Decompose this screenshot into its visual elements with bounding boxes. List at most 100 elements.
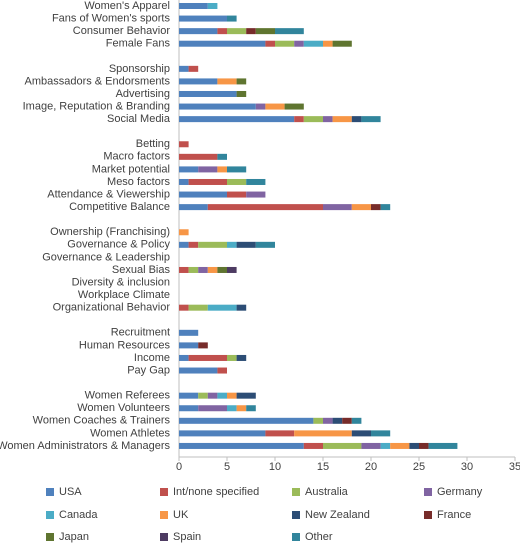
legend-label: France xyxy=(437,509,471,521)
bar-segment xyxy=(255,103,266,110)
legend-swatch xyxy=(160,488,168,496)
bar-segment xyxy=(179,103,256,110)
bar-segment xyxy=(303,116,323,123)
y-tick-label: Attendance & Viewership xyxy=(47,188,170,200)
bar-segment xyxy=(313,417,323,424)
legend-label: Int/none specified xyxy=(173,486,259,498)
bar-segment xyxy=(428,442,458,449)
legend-swatch xyxy=(46,533,54,541)
bar-segment xyxy=(255,241,275,248)
bar-segment xyxy=(179,329,199,336)
y-tick-label: Image, Reputation & Branding xyxy=(23,100,170,112)
bar-segment xyxy=(217,28,227,35)
legend-label: Spain xyxy=(173,531,201,543)
bar-segment xyxy=(217,153,227,160)
bar-segment xyxy=(207,204,323,211)
bar-segment xyxy=(217,166,227,173)
bar-segment xyxy=(179,15,227,22)
bar-segment xyxy=(207,3,218,9)
bar-segment xyxy=(351,430,371,437)
bar-segment xyxy=(188,266,199,273)
bar-segment xyxy=(294,116,304,123)
bar-segment xyxy=(380,442,391,449)
y-tick-label: Ambassadors & Endorsments xyxy=(24,75,170,87)
y-tick-label: Workplace Climate xyxy=(78,289,170,301)
legend-swatch xyxy=(292,511,300,519)
bar-segment xyxy=(246,191,266,198)
bar-segment xyxy=(179,90,237,97)
bar-segment xyxy=(351,116,362,123)
y-tick-label: Macro factors xyxy=(103,151,170,163)
bar-segment xyxy=(371,204,381,211)
bar-segment xyxy=(265,430,295,437)
y-tick-label: Fans of Women's sports xyxy=(52,12,171,24)
bar-segment xyxy=(198,392,208,399)
y-tick-label: Women Referees xyxy=(85,390,171,402)
y-tick-label: Women Athletes xyxy=(90,427,170,439)
y-tick-label: Income xyxy=(134,352,170,364)
bar-segment xyxy=(255,28,275,35)
bar-segment xyxy=(179,153,218,160)
bar-segment xyxy=(179,178,189,185)
bar-segment xyxy=(332,116,352,123)
x-tick-label: 20 xyxy=(365,461,377,473)
legend-swatch xyxy=(46,488,54,496)
x-tick-label: 0 xyxy=(176,461,182,473)
legend-label: Other xyxy=(305,531,333,543)
bar-segment xyxy=(246,405,256,412)
bar-segment xyxy=(246,178,266,185)
bar-segment xyxy=(380,204,391,211)
legend-label: Australia xyxy=(305,486,349,498)
legend-label: Germany xyxy=(437,486,483,498)
bar-segment xyxy=(323,442,362,449)
bar-segment xyxy=(179,191,227,198)
legend-swatch xyxy=(424,488,432,496)
bar-segment xyxy=(179,3,208,9)
bar-segment xyxy=(275,40,295,47)
bar-segment xyxy=(179,241,189,248)
y-tick-label: Recruitment xyxy=(111,327,170,339)
y-tick-label: Meso factors xyxy=(107,176,170,188)
bar-segment xyxy=(227,405,237,412)
y-tick-label: Governance & Leadership xyxy=(42,251,170,263)
bar-segment xyxy=(207,392,218,399)
bar-segment xyxy=(179,229,189,236)
y-tick-label: Diversity & inclusion xyxy=(72,276,170,288)
bar-segment xyxy=(207,266,218,273)
bar-segment xyxy=(227,392,237,399)
y-tick-label: Female Fans xyxy=(106,38,171,50)
bar-segment xyxy=(179,40,266,47)
bar-segment xyxy=(342,417,352,424)
legend-label: Japan xyxy=(59,531,89,543)
bar-segment xyxy=(179,65,189,72)
bar-segment xyxy=(198,266,208,273)
legend-swatch xyxy=(424,511,432,519)
bar-segment xyxy=(179,266,189,273)
legend-label: USA xyxy=(59,486,82,498)
y-tick-label: Women Coaches & Trainers xyxy=(33,415,171,427)
bar-segment xyxy=(217,266,227,273)
bar-segment xyxy=(323,417,333,424)
bar-segment xyxy=(207,304,237,311)
bar-segment xyxy=(236,304,247,311)
bar-segment xyxy=(227,15,237,22)
bar-segment xyxy=(246,28,256,35)
legend-swatch xyxy=(292,533,300,541)
bar-segment xyxy=(217,392,227,399)
x-tick-label: 25 xyxy=(413,461,425,473)
bar-segment xyxy=(361,442,381,449)
y-tick-label: Governance & Policy xyxy=(67,239,170,251)
bar-segment xyxy=(179,116,295,123)
bar-segment xyxy=(198,342,208,349)
bar-segment xyxy=(188,178,227,185)
y-tick-label: Organizational Behavior xyxy=(53,302,171,314)
legend-swatch xyxy=(46,511,54,519)
legend-swatch xyxy=(160,511,168,519)
legend-label: Canada xyxy=(59,509,98,521)
bar-segment xyxy=(198,241,227,248)
y-tick-label: Consumer Behavior xyxy=(73,25,171,37)
bar-segment xyxy=(236,241,256,248)
bar-segment xyxy=(284,103,304,110)
bar-segment xyxy=(179,141,189,148)
y-tick-label: Advertising xyxy=(116,88,170,100)
